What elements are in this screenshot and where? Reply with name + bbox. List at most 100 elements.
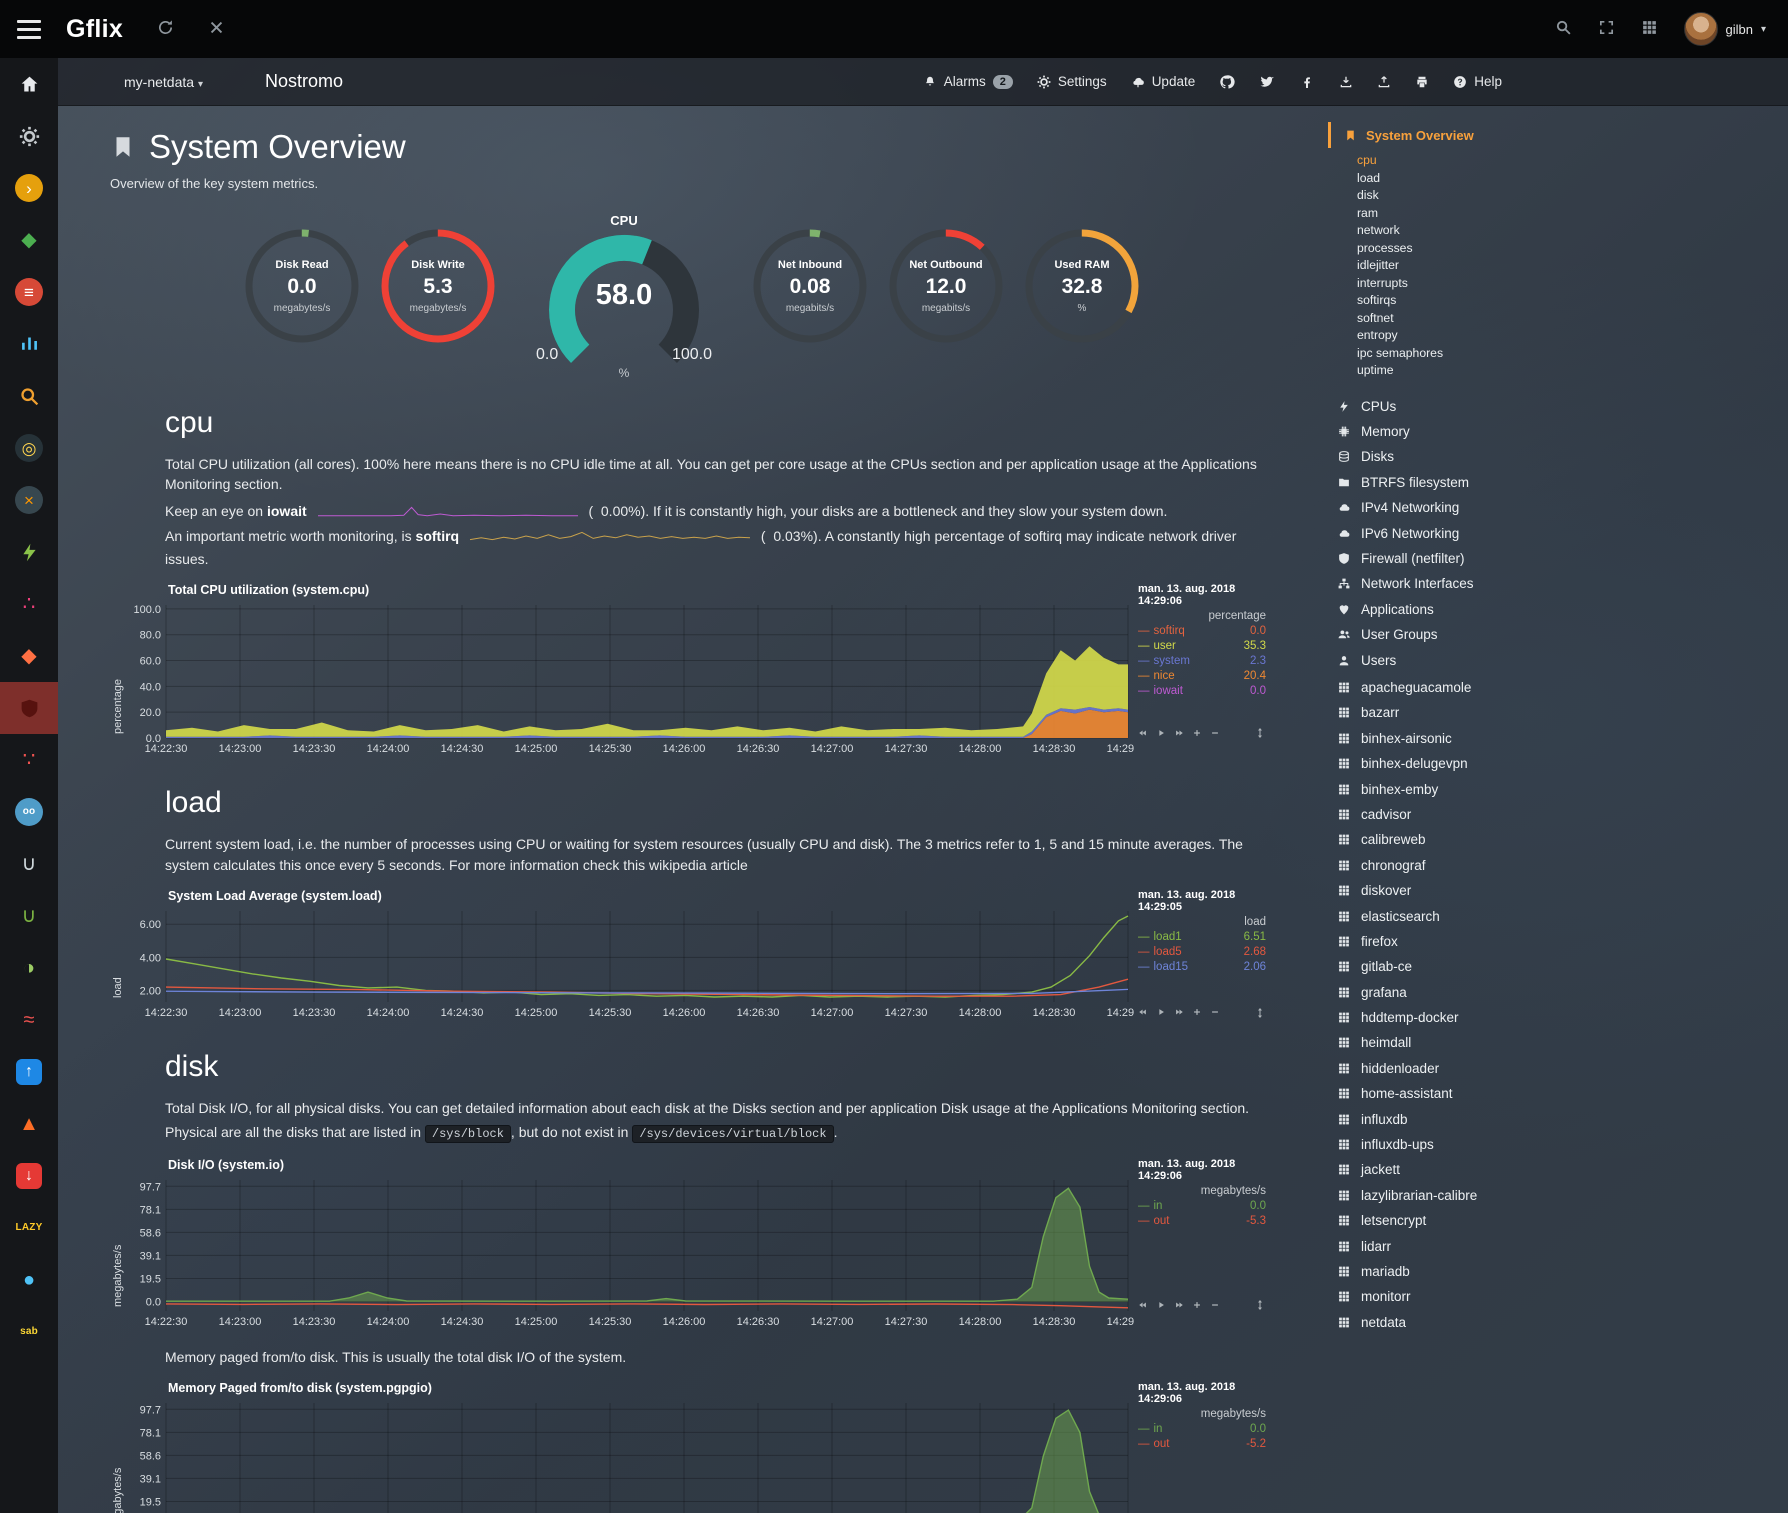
legend-item-load1[interactable]: — load1 6.51	[1138, 931, 1266, 944]
submenu-item-cpu[interactable]: cpu	[1357, 153, 1377, 167]
menu-app-cadvisor[interactable]: cadvisor	[1336, 802, 1788, 827]
menu-app-lidarr[interactable]: lidarr	[1336, 1233, 1788, 1258]
menu-item-disks[interactable]: Disks	[1336, 444, 1788, 469]
sidebar-app-active-shield-app[interactable]	[0, 682, 58, 734]
chart-resize-handle[interactable]	[1254, 1299, 1266, 1313]
sidebar-app-plex[interactable]: ›	[0, 162, 58, 214]
sidebar-app-flame-app[interactable]: ◆	[0, 630, 58, 682]
sidebar-app-ubooquity[interactable]: ∪	[0, 890, 58, 942]
legend-item-user[interactable]: — user 35.3	[1138, 640, 1266, 653]
menu-item-users[interactable]: Users	[1336, 647, 1788, 672]
legend-item-iowait[interactable]: — iowait 0.0	[1138, 685, 1266, 698]
legend-item-load15[interactable]: — load15 2.06	[1138, 961, 1266, 974]
sidebar-app-paw-app[interactable]: ∵	[0, 734, 58, 786]
zoom-out-button[interactable]	[1210, 728, 1220, 740]
menu-app-binhex-emby[interactable]: binhex-emby	[1336, 776, 1788, 801]
pan-forward-button[interactable]	[1174, 1007, 1184, 1019]
load-plot[interactable]: 14:22:30 14:23:00 14:23:30 14:24:00 14:24:30…	[122, 906, 1134, 1024]
server-dropdown[interactable]: my-netdata ▾	[124, 73, 203, 90]
legend-item-nice[interactable]: — nice 20.4	[1138, 670, 1266, 683]
cpu-plot[interactable]: 14:22:30 14:23:00 14:23:30 14:24:00 14:24:30…	[122, 600, 1134, 760]
menu-app-diskover[interactable]: diskover	[1336, 878, 1788, 903]
submenu-item-interrupts[interactable]: interrupts	[1357, 275, 1408, 290]
menu-item-applications[interactable]: Applications	[1336, 597, 1788, 622]
menu-app-lazylibrarian-calibre[interactable]: lazylibrarian-calibre	[1336, 1183, 1788, 1208]
sidebar-app-bookstack[interactable]: ≡	[0, 266, 58, 318]
submenu-item-ram[interactable]: ram	[1357, 205, 1378, 220]
menu-app-hddtemp-docker[interactable]: hddtemp-docker	[1336, 1005, 1788, 1030]
menu-item-firewall-netfilter-[interactable]: Firewall (netfilter)	[1336, 546, 1788, 571]
sidebar-app-lazylibrarian[interactable]: LAZY	[0, 1202, 58, 1254]
fullscreen-icon[interactable]	[1598, 19, 1615, 39]
zoom-out-button[interactable]	[1210, 1300, 1220, 1312]
zoom-in-button[interactable]	[1192, 728, 1202, 740]
menu-app-jackett[interactable]: jackett	[1336, 1157, 1788, 1182]
sidebar-app-krusader[interactable]: ×	[0, 474, 58, 526]
menu-app-influxdb-ups[interactable]: influxdb-ups	[1336, 1132, 1788, 1157]
search-icon[interactable]	[1555, 19, 1572, 39]
menu-item-user-groups[interactable]: User Groups	[1336, 622, 1788, 647]
menu-app-heimdall[interactable]: heimdall	[1336, 1030, 1788, 1055]
menu-item-ipv6-networking[interactable]: IPv6 Networking	[1336, 520, 1788, 545]
pan-backward-button[interactable]	[1138, 728, 1148, 740]
submenu-item-uptime[interactable]: uptime	[1357, 363, 1394, 377]
menu-app-influxdb[interactable]: influxdb	[1336, 1106, 1788, 1131]
sidebar-app-airsonic[interactable]	[0, 318, 58, 370]
submenu-item-entropy[interactable]: entropy	[1357, 328, 1398, 342]
sidebar-app-downloader[interactable]: ↓	[0, 1150, 58, 1202]
hostname[interactable]: Nostromo	[264, 71, 343, 91]
menu-app-calibreweb[interactable]: calibreweb	[1336, 827, 1788, 852]
menu-app-letsencrypt[interactable]: letsencrypt	[1336, 1208, 1788, 1233]
export-button[interactable]	[1377, 75, 1391, 89]
import-button[interactable]	[1339, 75, 1353, 89]
gauge-net-inbound[interactable]: Net Inbound 0.08 megabits/s	[742, 225, 878, 377]
play-button[interactable]	[1156, 728, 1166, 740]
help-button[interactable]: Help	[1453, 74, 1502, 89]
submenu-item-softnet[interactable]: softnet	[1357, 310, 1394, 325]
submenu-item-idlejitter[interactable]: idlejitter	[1357, 258, 1399, 272]
twitter-link[interactable]	[1259, 74, 1275, 90]
alarms-button[interactable]: Alarms 2	[923, 74, 1013, 89]
sidebar-app-radarr[interactable]: ◎	[0, 422, 58, 474]
settings-button[interactable]: Settings	[1037, 74, 1107, 89]
gauge-used-ram[interactable]: Used RAM 32.8%	[1014, 225, 1150, 377]
disk-plot[interactable]: 14:22:30 14:23:00 14:23:30 14:24:00 14:24:30…	[122, 1175, 1134, 1333]
legend-item-softirq[interactable]: — softirq 0.0	[1138, 625, 1266, 638]
legend-item-system[interactable]: — system 2.3	[1138, 655, 1266, 668]
pan-backward-button[interactable]	[1138, 1300, 1148, 1312]
sidebar-app-waves-app[interactable]: ≈	[0, 994, 58, 1046]
sidebar-app-scatter-app[interactable]: ∴	[0, 578, 58, 630]
legend-item-in[interactable]: — in 0.0	[1138, 1199, 1266, 1212]
menu-app-gitlab-ce[interactable]: gitlab-ce	[1336, 954, 1788, 979]
submenu-item-processes[interactable]: processes	[1357, 240, 1413, 255]
sidebar-app-filebrowser[interactable]: ↑	[0, 1046, 58, 1098]
sidebar-app-green-diamond-app[interactable]: ◆	[0, 214, 58, 266]
pan-backward-button[interactable]	[1138, 1007, 1148, 1019]
apps-grid-icon[interactable]	[1641, 19, 1658, 39]
submenu-item-ipc-semaphores[interactable]: ipc semaphores	[1357, 345, 1444, 360]
menu-app-binhex-delugevpn[interactable]: binhex-delugevpn	[1336, 751, 1788, 776]
facebook-link[interactable]	[1299, 74, 1315, 90]
sidebar-app-gitlab[interactable]: ▲	[0, 1098, 58, 1150]
sidebar-app-home[interactable]	[0, 58, 58, 110]
submenu-item-softirqs[interactable]: softirqs	[1357, 293, 1397, 307]
submenu-item-disk[interactable]: disk	[1357, 188, 1379, 202]
user-menu[interactable]: gilbn ▾	[1683, 12, 1766, 46]
print-button[interactable]	[1415, 75, 1429, 89]
hamburger-menu-button[interactable]	[0, 0, 58, 58]
gauge-cpu[interactable]: CPU 58.0 0.0 100.0%	[518, 213, 730, 380]
zoom-in-button[interactable]	[1192, 1007, 1202, 1019]
update-button[interactable]: Update	[1131, 74, 1195, 89]
menu-app-netdata[interactable]: netdata	[1336, 1310, 1788, 1335]
menu-app-hiddenloader[interactable]: hiddenloader	[1336, 1056, 1788, 1081]
menu-app-mariadb[interactable]: mariadb	[1336, 1259, 1788, 1284]
sidebar-app-jackett[interactable]	[0, 370, 58, 422]
chart-resize-handle[interactable]	[1254, 1006, 1266, 1020]
pan-forward-button[interactable]	[1174, 1300, 1184, 1312]
gauge-disk-write[interactable]: Disk Write 5.3 megabytes/s	[370, 225, 506, 377]
gauge-net-outbound[interactable]: Net Outbound 12.0 megabits/s	[878, 225, 1014, 377]
zoom-in-button[interactable]	[1192, 1300, 1202, 1312]
sidebar-app-nextcloud[interactable]: oo	[0, 786, 58, 838]
sidebar-app-settings[interactable]	[0, 110, 58, 162]
menu-app-chronograf[interactable]: chronograf	[1336, 853, 1788, 878]
